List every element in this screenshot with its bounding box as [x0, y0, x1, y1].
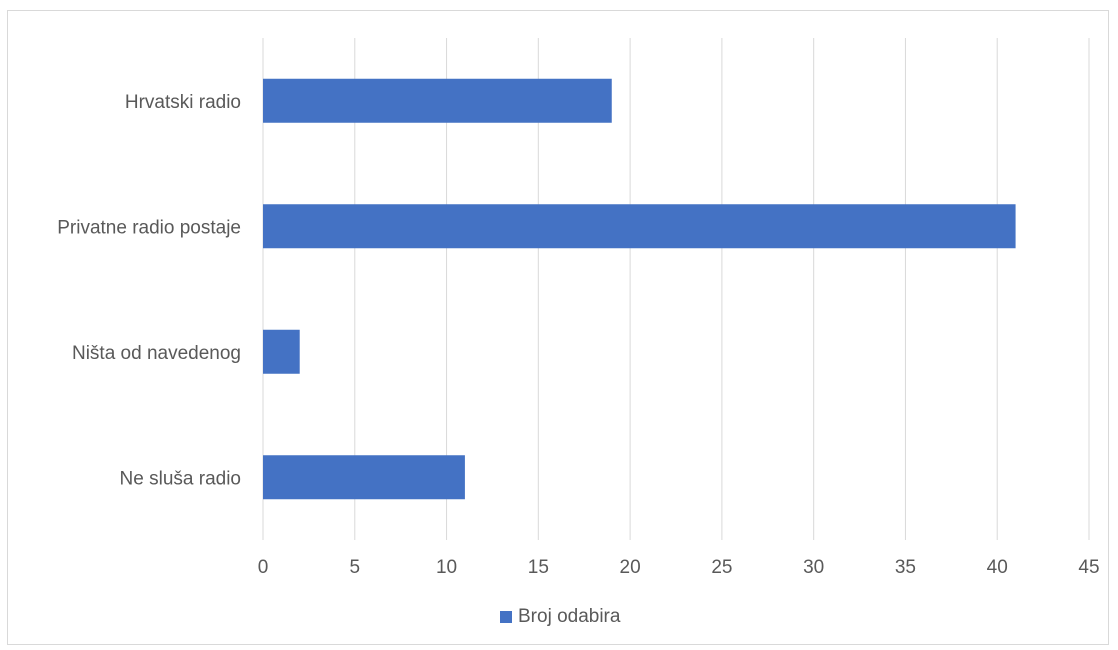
- category-label: Hrvatski radio: [125, 92, 241, 113]
- tick-labels: 0 5 10 15 20 25 30 35 40 45: [258, 557, 1100, 578]
- legend-swatch: [500, 611, 512, 623]
- legend: Broj odabira: [500, 606, 620, 628]
- category-labels: Hrvatski radio Privatne radio postaje Ništ…: [57, 92, 241, 490]
- x-tick-label: 45: [1078, 557, 1099, 578]
- bar: [263, 78, 612, 123]
- x-tick-label: 35: [895, 557, 916, 578]
- x-tick-label: 30: [803, 557, 824, 578]
- x-tick-label: 25: [711, 557, 732, 578]
- bars: [263, 78, 1016, 500]
- x-tick-label: 15: [528, 557, 549, 578]
- category-label: Ništa od navedenog: [72, 343, 241, 364]
- x-tick-label: 40: [987, 557, 1008, 578]
- category-label: Ne sluša radio: [120, 468, 241, 489]
- x-tick-label: 10: [436, 557, 457, 578]
- bar: [263, 455, 465, 500]
- legend-label: Broj odabira: [518, 606, 621, 627]
- x-tick-label: 0: [258, 557, 269, 578]
- x-tick-label: 5: [349, 557, 360, 578]
- bar: [263, 329, 300, 374]
- category-label: Privatne radio postaje: [57, 217, 241, 238]
- bar: [263, 204, 1016, 249]
- x-tick-label: 20: [620, 557, 641, 578]
